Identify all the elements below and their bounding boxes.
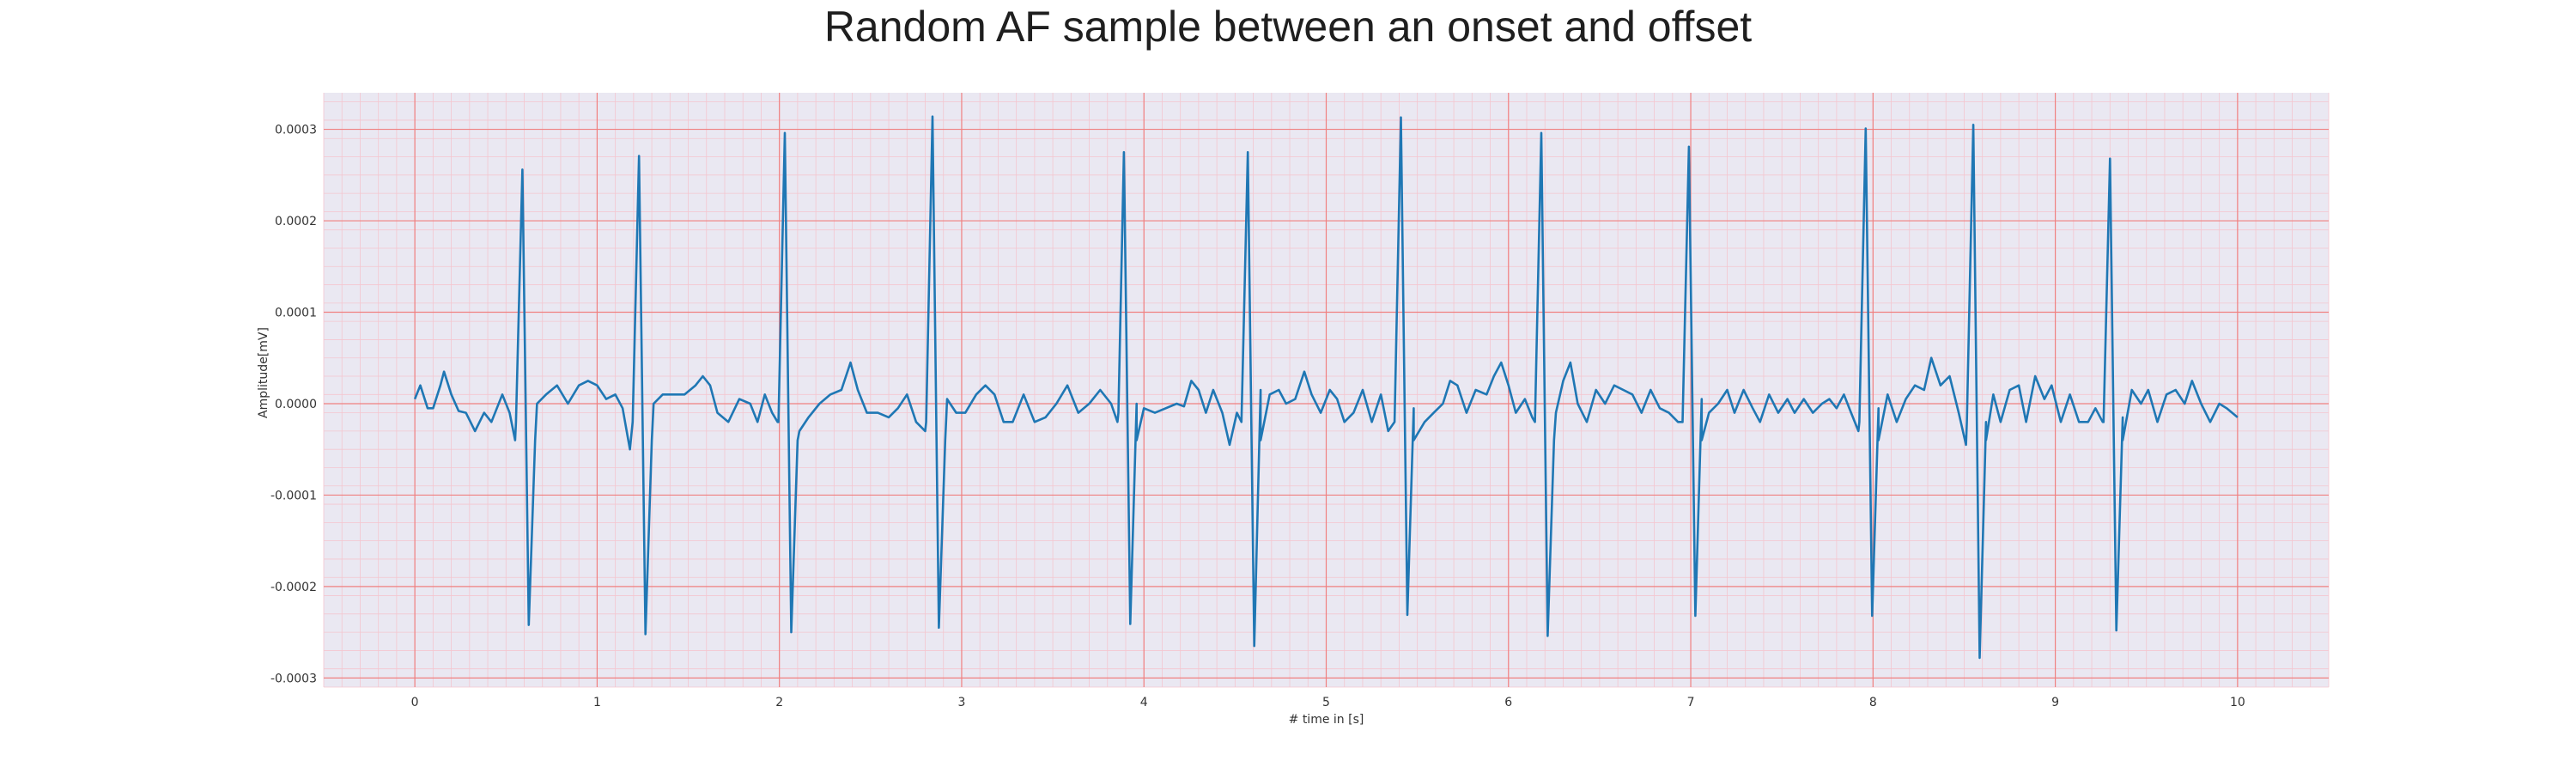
x-tick-label: 4	[1140, 696, 1148, 709]
x-axis-ticks: 0 1 2 3 4 5 6 7 8 9 10	[411, 696, 2245, 709]
y-tick-label: 0.0002	[275, 215, 317, 228]
x-tick-label: 7	[1687, 696, 1695, 709]
x-tick-label: 10	[2230, 696, 2245, 709]
y-axis-label: Amplitude[mV]	[257, 327, 270, 418]
x-tick-label: 5	[1322, 696, 1330, 709]
y-tick-label: -0.0001	[270, 489, 317, 502]
y-tick-label: 0.0000	[275, 398, 317, 411]
y-tick-label: -0.0002	[270, 581, 317, 594]
ecg-signal-line	[413, 115, 2239, 660]
y-tick-label: 0.0001	[275, 307, 317, 320]
x-tick-label: 6	[1504, 696, 1512, 709]
x-axis-label: # time in [s]	[1289, 713, 1364, 727]
x-tick-label: 8	[1869, 696, 1877, 709]
x-tick-label: 3	[957, 696, 965, 709]
x-tick-label: 0	[411, 696, 419, 709]
y-tick-label: -0.0003	[270, 672, 317, 685]
x-tick-label: 1	[593, 696, 601, 709]
chart-title: Random AF sample between an onset and of…	[823, 3, 1753, 51]
y-tick-label: 0.0003	[275, 124, 317, 137]
y-axis-ticks: 0.0003 0.0002 0.0001 0.0000 -0.0001 -0.0002 -0…	[270, 124, 317, 686]
x-tick-label: 2	[775, 696, 783, 709]
x-tick-label: 9	[2051, 696, 2059, 709]
